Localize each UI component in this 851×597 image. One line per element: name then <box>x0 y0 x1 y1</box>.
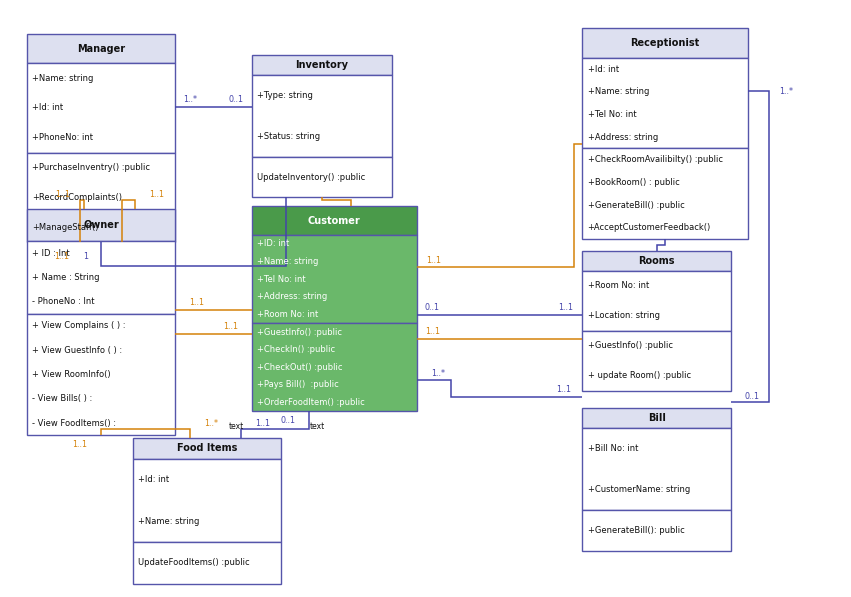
Text: Rooms: Rooms <box>638 256 675 266</box>
Text: +ID: int: +ID: int <box>257 239 289 248</box>
Text: +Name: string: +Name: string <box>138 516 199 525</box>
Text: +Id: int: +Id: int <box>32 103 63 112</box>
Text: 1..1: 1..1 <box>425 327 440 336</box>
Text: +OrderFoodItem() :public: +OrderFoodItem() :public <box>257 398 364 407</box>
Text: +PurchaseInventry() :public: +PurchaseInventry() :public <box>32 163 150 172</box>
FancyBboxPatch shape <box>133 542 282 584</box>
Text: + View GuestInfo ( ) :: + View GuestInfo ( ) : <box>32 346 122 355</box>
FancyBboxPatch shape <box>27 210 175 241</box>
Text: +Pays Bill()  :public: +Pays Bill() :public <box>257 380 339 389</box>
FancyBboxPatch shape <box>582 28 748 58</box>
Text: +GenerateBill(): public: +GenerateBill(): public <box>587 526 684 535</box>
FancyBboxPatch shape <box>252 207 417 235</box>
FancyBboxPatch shape <box>252 55 391 75</box>
Text: 1..1: 1..1 <box>254 418 270 428</box>
Text: +Name: string: +Name: string <box>587 87 648 96</box>
Text: +GuestInfo() :public: +GuestInfo() :public <box>587 341 672 350</box>
Text: +GenerateBill() :public: +GenerateBill() :public <box>587 201 684 210</box>
Text: Receptionist: Receptionist <box>631 38 700 48</box>
Text: 1..1: 1..1 <box>149 190 163 199</box>
Text: 1..1: 1..1 <box>558 303 573 312</box>
Text: +Location: string: +Location: string <box>587 311 660 320</box>
FancyBboxPatch shape <box>252 75 391 156</box>
Text: +Id: int: +Id: int <box>587 64 619 73</box>
FancyBboxPatch shape <box>27 63 175 153</box>
Text: UpdateInventory() :public: UpdateInventory() :public <box>257 173 365 181</box>
FancyBboxPatch shape <box>582 429 731 510</box>
Text: 1..1: 1..1 <box>72 439 88 448</box>
Text: 1: 1 <box>83 253 89 261</box>
FancyBboxPatch shape <box>582 270 731 331</box>
Text: - View Bills( ) :: - View Bills( ) : <box>32 394 92 403</box>
Text: 1..*: 1..* <box>204 418 219 428</box>
Text: +CustomerName: string: +CustomerName: string <box>587 485 690 494</box>
Text: +Room No: int: +Room No: int <box>587 281 648 290</box>
FancyBboxPatch shape <box>252 156 391 198</box>
FancyBboxPatch shape <box>27 241 175 314</box>
FancyBboxPatch shape <box>27 314 175 435</box>
Text: +Address: string: +Address: string <box>587 133 658 141</box>
Text: 0..1: 0..1 <box>425 303 440 312</box>
Text: 1..1: 1..1 <box>426 256 442 264</box>
Text: + Name : String: + Name : String <box>32 273 100 282</box>
FancyBboxPatch shape <box>252 235 417 323</box>
Text: - View FoodItems() :: - View FoodItems() : <box>32 418 116 427</box>
Text: + update Room() :public: + update Room() :public <box>587 371 691 380</box>
FancyBboxPatch shape <box>133 438 282 458</box>
Text: +Id: int: +Id: int <box>138 475 169 484</box>
Text: +Address: string: +Address: string <box>257 293 327 301</box>
Text: + View Complains ( ) :: + View Complains ( ) : <box>32 321 125 330</box>
Text: +RecordComplaints(): +RecordComplaints() <box>32 193 122 202</box>
Text: +CheckRoomAvailibilty() :public: +CheckRoomAvailibilty() :public <box>587 155 722 164</box>
FancyBboxPatch shape <box>582 58 748 149</box>
Text: +Name: string: +Name: string <box>32 73 94 82</box>
Text: 0..1: 0..1 <box>745 392 760 401</box>
Text: 1..1: 1..1 <box>189 298 204 307</box>
Text: - PhoneNo : Int: - PhoneNo : Int <box>32 297 94 306</box>
FancyBboxPatch shape <box>27 34 175 63</box>
FancyBboxPatch shape <box>582 149 748 239</box>
Text: text: text <box>229 421 244 431</box>
Text: +Tel No: int: +Tel No: int <box>587 110 637 119</box>
Text: + ID : Int: + ID : Int <box>32 248 70 258</box>
Text: 1..*: 1..* <box>431 368 445 377</box>
FancyBboxPatch shape <box>133 458 282 542</box>
FancyBboxPatch shape <box>252 323 417 411</box>
Text: +Name: string: +Name: string <box>257 257 318 266</box>
Text: Owner: Owner <box>83 220 119 230</box>
Text: Food Items: Food Items <box>177 444 237 453</box>
Text: Manager: Manager <box>77 44 125 54</box>
Text: text: text <box>310 421 325 431</box>
Text: 1..1: 1..1 <box>557 385 571 394</box>
Text: 1..*: 1..* <box>779 87 793 96</box>
Text: +PhoneNo: int: +PhoneNo: int <box>32 133 93 142</box>
Text: +Bill No: int: +Bill No: int <box>587 444 638 453</box>
Text: +Room No: int: +Room No: int <box>257 310 318 319</box>
FancyBboxPatch shape <box>582 331 731 390</box>
Text: Customer: Customer <box>308 216 361 226</box>
Text: 1..1: 1..1 <box>55 190 71 199</box>
Text: +CheckOut() :public: +CheckOut() :public <box>257 363 342 372</box>
FancyBboxPatch shape <box>582 408 731 429</box>
Text: 1..1: 1..1 <box>54 253 69 261</box>
Text: +Type: string: +Type: string <box>257 91 312 100</box>
Text: +AcceptCustomerFeedback(): +AcceptCustomerFeedback() <box>587 223 711 232</box>
Text: +BookRoom() : public: +BookRoom() : public <box>587 178 679 187</box>
Text: +CheckIn() :public: +CheckIn() :public <box>257 345 334 354</box>
Text: Bill: Bill <box>648 413 665 423</box>
Text: + View RoomInfo(): + View RoomInfo() <box>32 370 111 379</box>
Text: UpdateFoodItems() :public: UpdateFoodItems() :public <box>138 558 249 567</box>
FancyBboxPatch shape <box>582 510 731 551</box>
Text: +GuestInfo() :public: +GuestInfo() :public <box>257 328 342 337</box>
Text: +Tel No: int: +Tel No: int <box>257 275 306 284</box>
Text: 0..1: 0..1 <box>229 96 244 104</box>
Text: 0..1: 0..1 <box>280 416 295 425</box>
Text: Inventory: Inventory <box>295 60 348 70</box>
FancyBboxPatch shape <box>582 251 731 270</box>
Text: 1..*: 1..* <box>184 96 197 104</box>
Text: +ManageStaff(): +ManageStaff() <box>32 223 99 232</box>
FancyBboxPatch shape <box>27 153 175 242</box>
Text: 1..1: 1..1 <box>223 322 238 331</box>
Text: +Status: string: +Status: string <box>257 132 320 141</box>
